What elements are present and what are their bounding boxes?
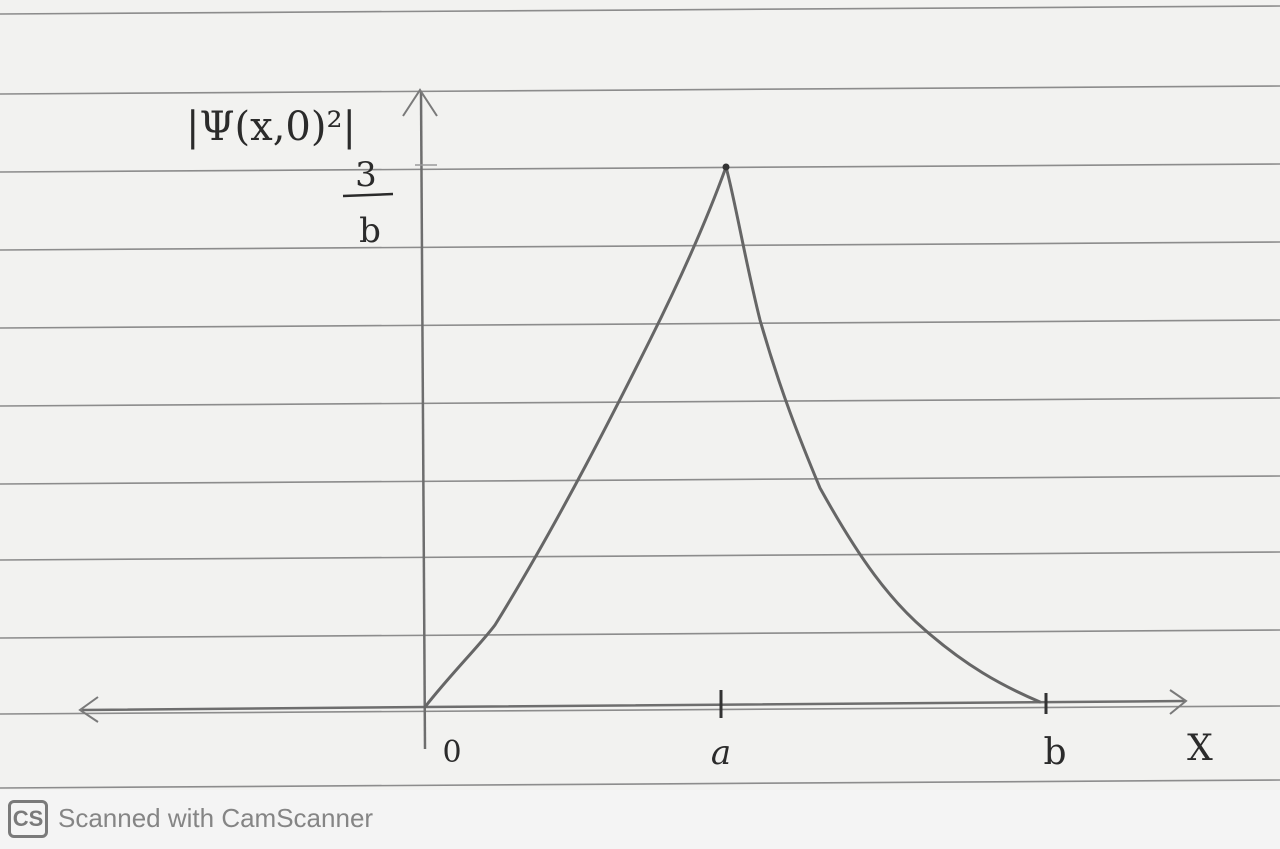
x-axis-label: X (1187, 728, 1213, 769)
camscanner-logo: CS (8, 800, 48, 838)
peak-label-fraction-bar (342, 192, 394, 198)
x-axis-right-arrowhead (1169, 689, 1188, 715)
ruled-line (0, 397, 1280, 407)
ruled-line (0, 319, 1280, 329)
ruled-line (0, 5, 1280, 15)
ruled-line (0, 241, 1280, 251)
y-axis-arrowhead (402, 88, 438, 117)
notebook-paper: |Ψ(x,0)²| 3 b 0 a b X (0, 0, 1280, 790)
ruled-line (0, 475, 1280, 485)
sketch-plot: |Ψ(x,0)²| 3 b 0 a b X (78, 88, 1213, 773)
ruled-line (0, 705, 1280, 715)
paper-background (0, 0, 1280, 790)
ruled-lines (0, 5, 1280, 789)
camscanner-watermark-text: Scanned with CamScanner (58, 803, 374, 833)
ruled-line (0, 85, 1280, 95)
peak-label-numerator: 3 (355, 155, 377, 195)
ruled-line (0, 163, 1280, 173)
peak-label-denominator: b (359, 211, 381, 251)
scanner-footer (0, 790, 1280, 849)
ruled-line (0, 779, 1280, 789)
y-axis (419, 91, 427, 750)
ruled-line (0, 551, 1280, 561)
x-tick-label-0: 0 (442, 735, 461, 770)
x-axis-left-arrowhead (78, 696, 99, 723)
ruled-line (0, 629, 1280, 639)
x-tick-label-b: b (1043, 732, 1066, 773)
peak-point (722, 163, 730, 171)
y-axis-label: |Ψ(x,0)²| (186, 104, 356, 150)
probability-density-curve (423, 165, 1042, 709)
x-tick-label-a: a (711, 733, 731, 773)
